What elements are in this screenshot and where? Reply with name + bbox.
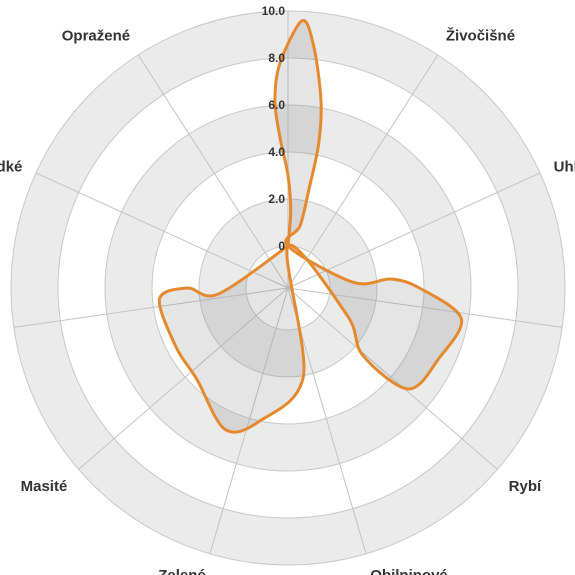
grid-spoke-4 bbox=[287, 287, 498, 470]
grid-spoke-9 bbox=[35, 172, 289, 289]
category-label: Zelené bbox=[158, 567, 206, 575]
grid-spoke-6 bbox=[209, 287, 289, 554]
tick-label: 0 bbox=[278, 239, 285, 253]
tick-label: 2.0 bbox=[268, 192, 285, 206]
grid-spoke-2 bbox=[287, 172, 541, 289]
category-label: Obilninové bbox=[370, 567, 448, 575]
grid-spoke-1 bbox=[287, 54, 439, 289]
category-label: Rybí bbox=[509, 478, 542, 495]
tick-label: 10.0 bbox=[262, 4, 286, 18]
grid-spoke-7 bbox=[78, 287, 289, 470]
category-label: Živočišné bbox=[446, 26, 515, 44]
series-0-line bbox=[157, 19, 464, 434]
radial-tick-labels: 0 2.0 4.0 6.0 8.0 10.0 bbox=[262, 4, 286, 253]
category-label: Sladké bbox=[0, 159, 22, 176]
grid-spoke-8 bbox=[13, 287, 289, 328]
radar-series-layer bbox=[157, 19, 464, 434]
tick-label: 4.0 bbox=[268, 145, 285, 159]
tick-label: 6.0 bbox=[268, 98, 285, 112]
category-label: Masité bbox=[21, 478, 68, 495]
series-0-area bbox=[159, 20, 462, 433]
tick-label: 8.0 bbox=[268, 51, 285, 65]
grid-spoke-10 bbox=[137, 54, 289, 289]
category-label: Uhlík bbox=[554, 159, 575, 176]
category-label: Opražené bbox=[62, 27, 130, 44]
